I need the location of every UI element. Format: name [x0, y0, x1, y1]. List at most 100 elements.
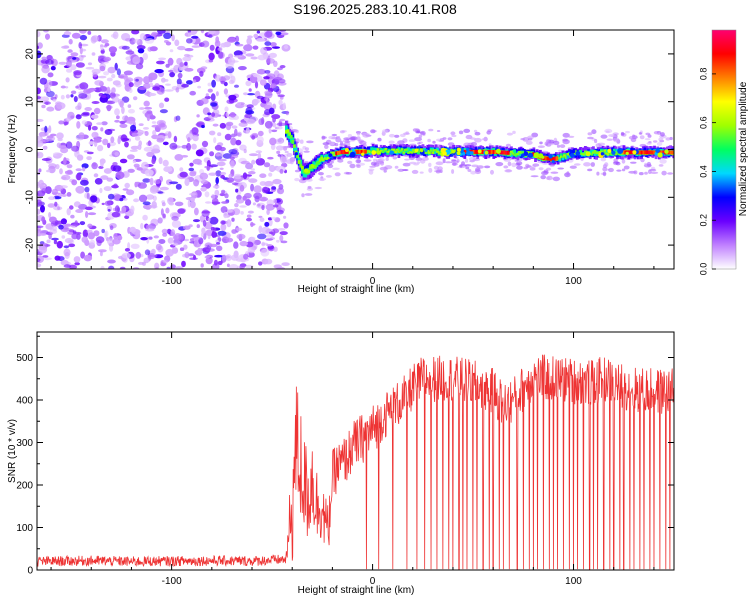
track-halo [525, 140, 533, 145]
track-segment [416, 150, 420, 155]
track-segment [325, 157, 328, 160]
noise-blob [91, 52, 96, 56]
noise-blob [207, 217, 211, 222]
noise-blob [283, 222, 289, 229]
noise-blob [280, 240, 288, 244]
noise-blob [98, 249, 107, 253]
noise-blob [42, 145, 48, 150]
track-halo [623, 165, 630, 170]
noise-blob [209, 151, 215, 157]
track-halo [600, 157, 607, 162]
noise-blob [277, 228, 286, 231]
noise-blob [245, 80, 252, 87]
track-segment [579, 152, 582, 155]
track-halo [394, 134, 400, 138]
noise-blob [107, 259, 116, 264]
noise-blob [229, 112, 236, 118]
noise-blob [127, 242, 131, 250]
noise-blob [143, 257, 150, 264]
noise-blob [234, 203, 239, 208]
track-halo [328, 135, 336, 140]
noise-blob [194, 239, 198, 247]
noise-blob [215, 74, 222, 82]
track-segment [519, 151, 523, 159]
noise-blob [37, 263, 42, 268]
track-segment [529, 151, 533, 154]
track-dot [361, 152, 365, 156]
snr-y-axis-label: SNR (10 * v/v) [7, 419, 18, 483]
noise-blob [232, 182, 239, 186]
track-peak [622, 150, 626, 155]
track-peak [646, 150, 649, 155]
noise-blob [264, 31, 273, 38]
noise-blob [107, 238, 115, 246]
noise-blob [48, 212, 52, 218]
track-halo [294, 169, 300, 173]
noise-blob [183, 225, 191, 230]
track-halo [332, 167, 340, 170]
noise-blob [37, 87, 41, 95]
noise-blob [268, 218, 273, 227]
noise-blob [100, 265, 105, 269]
track-halo [504, 169, 513, 173]
track-segment [510, 152, 513, 157]
track-dot [457, 148, 461, 152]
noise-blob [261, 204, 265, 211]
track-segment [384, 148, 388, 153]
noise-blob [46, 54, 53, 61]
noise-blob [175, 115, 181, 121]
track-dot [600, 152, 605, 156]
snr-y-tick-label: 100 [16, 523, 33, 534]
track-segment [320, 156, 324, 161]
noise-blob [150, 146, 155, 150]
noise-blob [143, 100, 150, 107]
noise-blob [245, 110, 255, 115]
noise-blob [100, 160, 104, 167]
track-segment [439, 150, 443, 153]
noise-blob [240, 211, 244, 215]
track-halo [381, 129, 388, 134]
noise-blob [129, 149, 138, 152]
track-segment [431, 151, 435, 154]
track-halo [613, 158, 618, 162]
noise-blob [60, 259, 69, 266]
track-halo [633, 170, 638, 175]
noise-blob [193, 219, 200, 223]
track-halo [600, 134, 608, 139]
track-halo [363, 159, 372, 162]
track-halo [553, 140, 560, 146]
noise-blob [204, 191, 210, 198]
noise-blob [256, 38, 266, 42]
track-peak [499, 150, 503, 155]
noise-blob [148, 254, 158, 258]
track-halo [503, 165, 509, 169]
track-segment [333, 154, 336, 157]
track-halo [638, 132, 643, 135]
track-halo [330, 161, 334, 164]
noise-blob [211, 201, 221, 205]
noise-blob [73, 70, 82, 76]
noise-blob [161, 228, 168, 234]
track-dot [349, 151, 356, 158]
noise-blob [86, 192, 90, 200]
noise-blob [82, 167, 86, 172]
track-halo [604, 162, 609, 168]
noise-blob [93, 173, 99, 178]
track-dot [389, 150, 394, 155]
track-peak [653, 150, 656, 155]
noise-blob [162, 260, 169, 264]
noise-blob [177, 72, 183, 79]
noise-blob [269, 231, 274, 235]
noise-blob [256, 68, 266, 75]
noise-blob [107, 265, 115, 269]
track-halo [605, 130, 610, 133]
noise-blob [83, 254, 93, 262]
noise-blob [134, 136, 141, 141]
noise-blob [189, 30, 199, 33]
track-halo [566, 171, 570, 176]
noise-blob [70, 90, 77, 95]
track-halo [470, 141, 477, 147]
noise-blob [279, 65, 286, 69]
noise-blob [97, 55, 106, 59]
